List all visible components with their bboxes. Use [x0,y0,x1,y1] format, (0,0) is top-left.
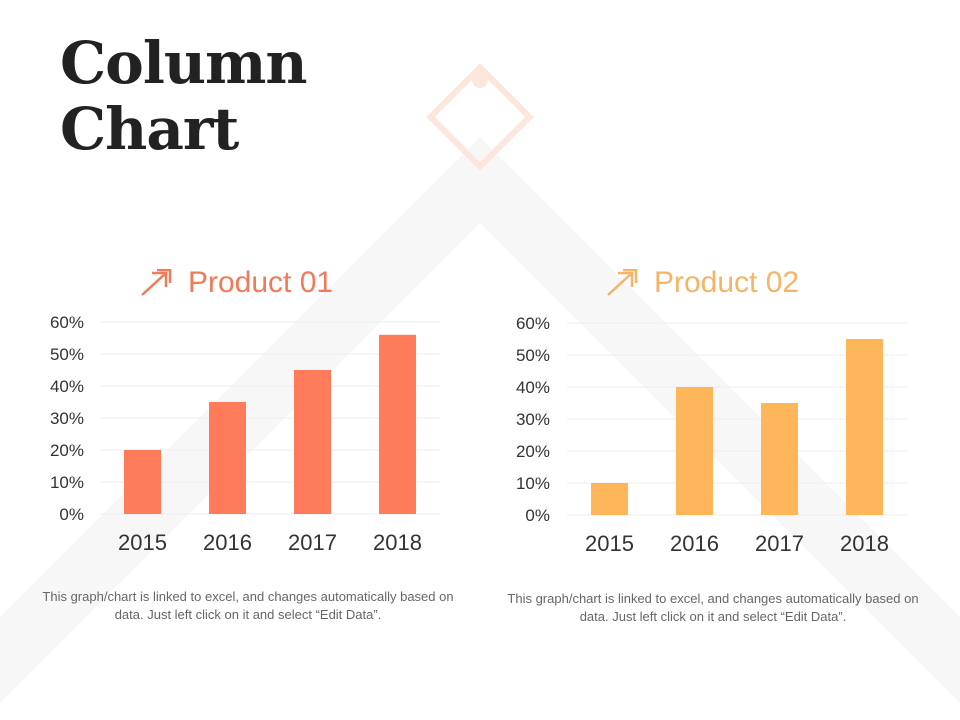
bar-2015[interactable] [591,483,628,515]
y-tick-label: 40% [516,378,550,397]
x-tick-label: 2016 [670,531,719,556]
y-tick-label: 50% [516,346,550,365]
x-tick-label: 2015 [585,531,634,556]
y-tick-label: 60% [50,313,84,332]
x-tick-label: 2017 [288,530,337,555]
y-tick-label: 50% [50,345,84,364]
double-arrow-up-right-icon [141,269,172,296]
y-tick-label: 30% [50,409,84,428]
x-tick-label: 2018 [840,531,889,556]
page-title: Column Chart [60,29,308,163]
y-tick-label: 20% [50,441,84,460]
title-line-2: Chart [60,95,239,163]
y-tick-label: 30% [516,410,550,429]
bar-2016[interactable] [209,402,246,514]
bar-2016[interactable] [676,387,713,515]
bar-2018[interactable] [379,334,416,514]
x-tick-label: 2015 [118,530,167,555]
y-tick-label: 10% [50,473,84,492]
title-line-1: Column [60,29,308,97]
y-tick-label: 60% [516,314,550,333]
y-tick-label: 0% [525,506,550,525]
x-tick-label: 2018 [373,530,422,555]
y-tick-label: 40% [50,377,84,396]
bar-2017[interactable] [294,370,331,514]
chart-caption-1: This graph/chart is linked to excel, and… [42,589,454,622]
bar-2017[interactable] [761,403,798,515]
x-tick-label: 2017 [755,531,804,556]
chart-title: Product 01 [188,266,334,299]
x-tick-label: 2016 [203,530,252,555]
chart-title: Product 02 [654,266,800,299]
y-tick-label: 0% [59,505,84,524]
chart-caption-2: This graph/chart is linked to excel, and… [507,591,919,624]
bar-2018[interactable] [846,339,883,515]
product-02-title: Product 02 [606,266,799,300]
product-01-title: Product 01 [140,266,333,300]
y-tick-label: 20% [516,442,550,461]
double-arrow-up-right-icon [607,269,638,296]
y-tick-label: 10% [516,474,550,493]
bar-2015[interactable] [124,450,161,514]
